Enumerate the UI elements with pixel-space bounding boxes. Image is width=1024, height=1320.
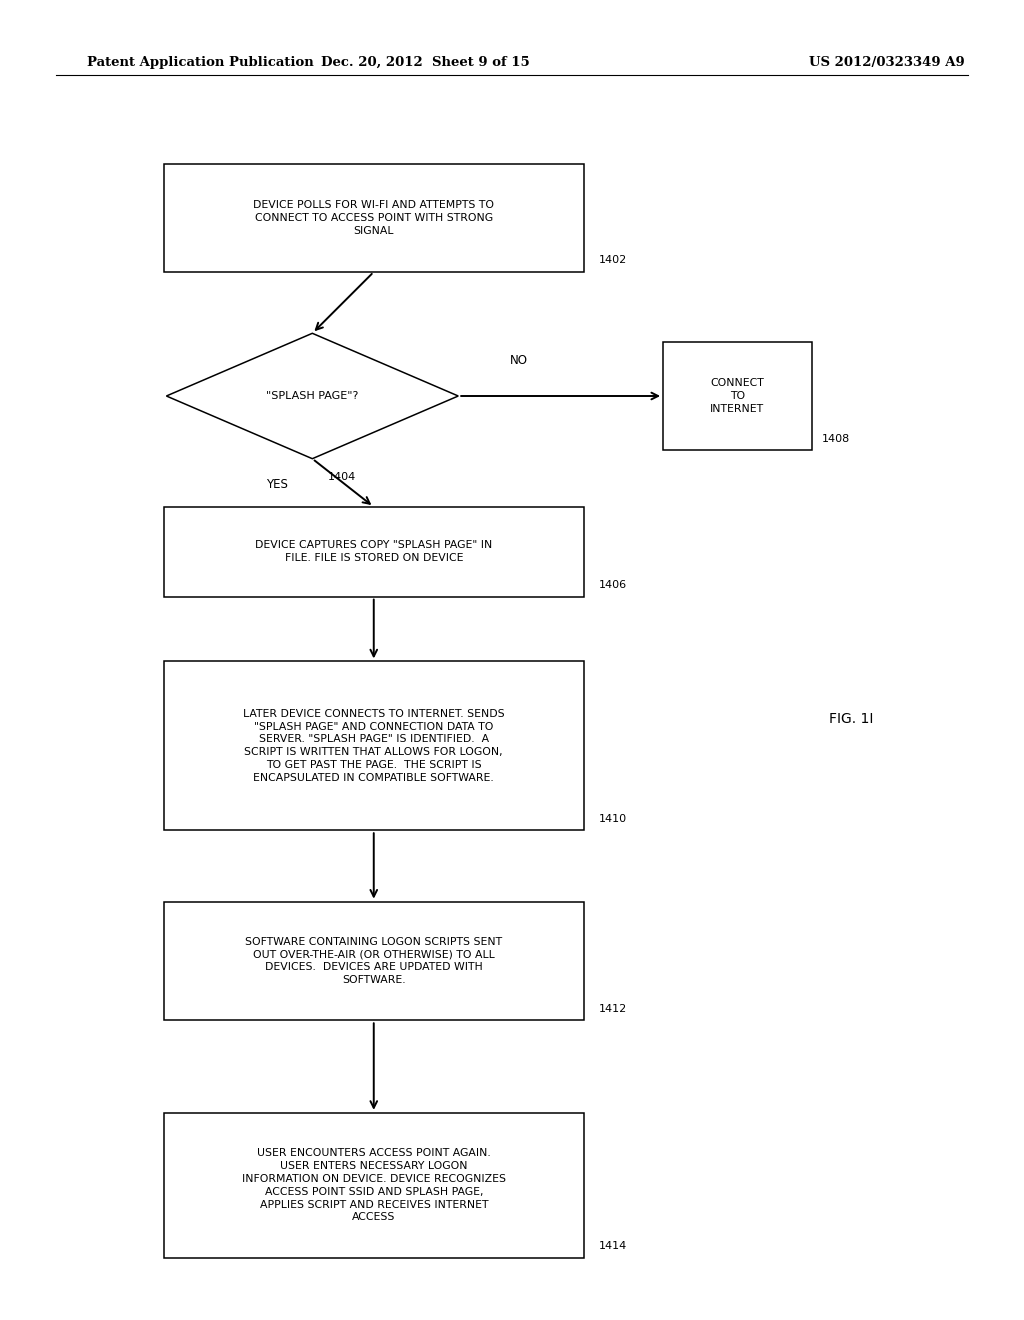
FancyBboxPatch shape: [164, 507, 584, 597]
Text: 1414: 1414: [599, 1241, 628, 1251]
Text: NO: NO: [510, 354, 528, 367]
Text: FIG. 1I: FIG. 1I: [829, 713, 873, 726]
FancyBboxPatch shape: [664, 342, 811, 450]
FancyBboxPatch shape: [164, 164, 584, 272]
Text: 1406: 1406: [599, 579, 627, 590]
Polygon shape: [166, 334, 459, 459]
FancyBboxPatch shape: [164, 902, 584, 1020]
Text: 1410: 1410: [599, 813, 627, 824]
FancyBboxPatch shape: [164, 1113, 584, 1258]
Text: 1404: 1404: [328, 473, 356, 482]
Text: "SPLASH PAGE"?: "SPLASH PAGE"?: [266, 391, 358, 401]
Text: LATER DEVICE CONNECTS TO INTERNET. SENDS
"SPLASH PAGE" AND CONNECTION DATA TO
SE: LATER DEVICE CONNECTS TO INTERNET. SENDS…: [243, 709, 505, 783]
Text: 1402: 1402: [599, 255, 628, 265]
Text: DEVICE CAPTURES COPY "SPLASH PAGE" IN
FILE. FILE IS STORED ON DEVICE: DEVICE CAPTURES COPY "SPLASH PAGE" IN FI…: [255, 540, 493, 564]
Text: SOFTWARE CONTAINING LOGON SCRIPTS SENT
OUT OVER-THE-AIR (OR OTHERWISE) TO ALL
DE: SOFTWARE CONTAINING LOGON SCRIPTS SENT O…: [245, 937, 503, 985]
Text: Patent Application Publication: Patent Application Publication: [87, 55, 313, 69]
Text: DEVICE POLLS FOR WI-FI AND ATTEMPTS TO
CONNECT TO ACCESS POINT WITH STRONG
SIGNA: DEVICE POLLS FOR WI-FI AND ATTEMPTS TO C…: [253, 201, 495, 235]
Text: YES: YES: [265, 478, 288, 491]
Text: 1412: 1412: [599, 1003, 628, 1014]
Text: CONNECT
TO
INTERNET: CONNECT TO INTERNET: [711, 379, 764, 413]
Text: USER ENCOUNTERS ACCESS POINT AGAIN.
USER ENTERS NECESSARY LOGON
INFORMATION ON D: USER ENCOUNTERS ACCESS POINT AGAIN. USER…: [242, 1148, 506, 1222]
Text: US 2012/0323349 A9: US 2012/0323349 A9: [809, 55, 965, 69]
Text: 1408: 1408: [821, 433, 850, 444]
FancyBboxPatch shape: [164, 661, 584, 830]
Text: Dec. 20, 2012  Sheet 9 of 15: Dec. 20, 2012 Sheet 9 of 15: [321, 55, 529, 69]
